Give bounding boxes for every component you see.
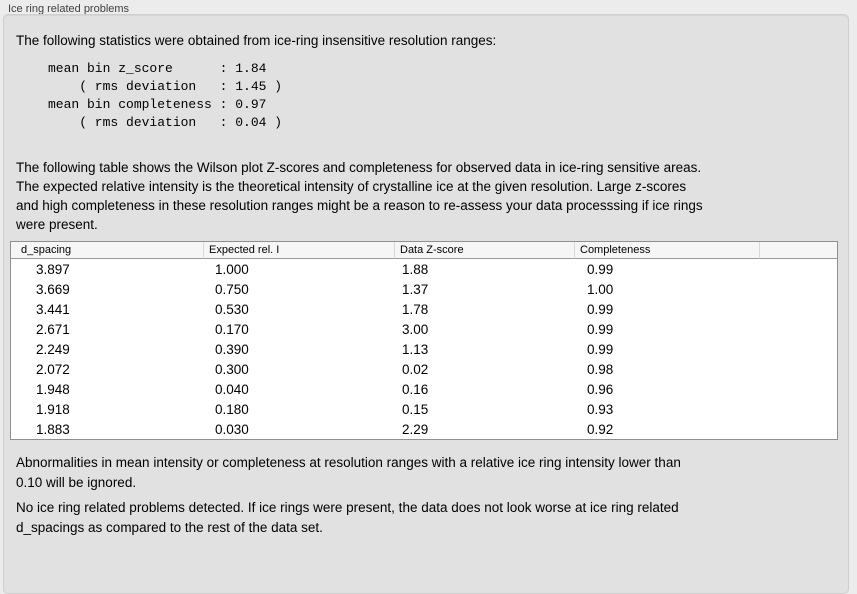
table-row[interactable]: 2.671 0.170 3.00 0.99: [11, 319, 837, 339]
table-cell: 0.02: [394, 359, 574, 379]
table-row[interactable]: 1.918 0.180 0.15 0.93: [11, 399, 837, 419]
table-cell: 3.897: [11, 259, 203, 279]
table-row[interactable]: 3.669 0.750 1.37 1.00: [11, 279, 837, 299]
table-cell: [759, 359, 837, 379]
table-cell: 0.040: [203, 379, 394, 399]
groupbox-title: Ice ring related problems: [8, 3, 130, 15]
stats-block: mean bin z_score : 1.84 ( rms deviation …: [48, 61, 283, 130]
table-cell: 1.78: [394, 299, 574, 319]
table-cell: 0.93: [574, 399, 759, 419]
table-cell: [759, 299, 837, 319]
table-cell: 0.300: [203, 359, 394, 379]
table-cell: 0.16: [394, 379, 574, 399]
table-cell: 0.99: [574, 299, 759, 319]
table-cell: 1.948: [11, 379, 203, 399]
table-cell: 1.918: [11, 399, 203, 419]
table-cell: [759, 259, 837, 279]
table-cell: 0.030: [203, 419, 394, 439]
table-cell: 0.98: [574, 359, 759, 379]
column-header-d-spacing[interactable]: d_spacing: [11, 242, 203, 259]
column-header-completeness[interactable]: Completeness: [574, 242, 759, 259]
table-cell: 1.883: [11, 419, 203, 439]
table-cell: 0.390: [203, 339, 394, 359]
note-text: Abnormalities in mean intensity or compl…: [16, 455, 681, 490]
table-row[interactable]: 2.072 0.300 0.02 0.98: [11, 359, 837, 379]
table-cell: 1.000: [203, 259, 394, 279]
table-cell: 2.29: [394, 419, 574, 439]
ice-ring-table: d_spacing Expected rel. I Data Z-score C…: [10, 241, 838, 440]
conclusion-text: No ice ring related problems detected. I…: [16, 500, 679, 535]
table-cell: [759, 419, 837, 439]
table-cell: 1.37: [394, 279, 574, 299]
intro-text: The following statistics were obtained f…: [16, 33, 497, 48]
column-header-expected-rel[interactable]: Expected rel. I: [203, 242, 394, 259]
column-header-data-z-score[interactable]: Data Z-score: [394, 242, 574, 259]
table-cell: 3.669: [11, 279, 203, 299]
table-cell: 3.00: [394, 319, 574, 339]
table-cell: [759, 339, 837, 359]
table-cell: 0.170: [203, 319, 394, 339]
table-cell: [759, 379, 837, 399]
table-cell: 0.99: [574, 259, 759, 279]
table-cell: 0.15: [394, 399, 574, 419]
table-cell: 1.00: [574, 279, 759, 299]
ice-ring-groupbox: The following statistics were obtained f…: [3, 14, 849, 594]
table-cell: 0.92: [574, 419, 759, 439]
table-intro-text: The following table shows the Wilson plo…: [16, 160, 703, 232]
table-cell: 1.88: [394, 259, 574, 279]
table-cell: 3.441: [11, 299, 203, 319]
table-cell: 2.249: [11, 339, 203, 359]
column-header-empty[interactable]: [759, 242, 837, 259]
table-cell: 0.180: [203, 399, 394, 419]
table-cell: 2.671: [11, 319, 203, 339]
table-cell: [759, 319, 837, 339]
table-row[interactable]: 1.883 0.030 2.29 0.92: [11, 419, 837, 439]
table-row[interactable]: 3.441 0.530 1.78 0.99: [11, 299, 837, 319]
table-cell: 2.072: [11, 359, 203, 379]
table-row[interactable]: 1.948 0.040 0.16 0.96: [11, 379, 837, 399]
ice-table-body: 3.897 1.000 1.88 0.99 3.669 0.750 1.37 1.00 3.44…: [11, 259, 837, 439]
table-cell: [759, 399, 837, 419]
table-cell: [759, 279, 837, 299]
table-header-row: d_spacing Expected rel. I Data Z-score C…: [11, 242, 837, 259]
table-cell: 0.530: [203, 299, 394, 319]
table-cell: 0.96: [574, 379, 759, 399]
table-row[interactable]: 3.897 1.000 1.88 0.99: [11, 259, 837, 279]
table-row[interactable]: 2.249 0.390 1.13 0.99: [11, 339, 837, 359]
table-cell: 1.13: [394, 339, 574, 359]
table-cell: 0.750: [203, 279, 394, 299]
table-cell: 0.99: [574, 339, 759, 359]
table-cell: 0.99: [574, 319, 759, 339]
